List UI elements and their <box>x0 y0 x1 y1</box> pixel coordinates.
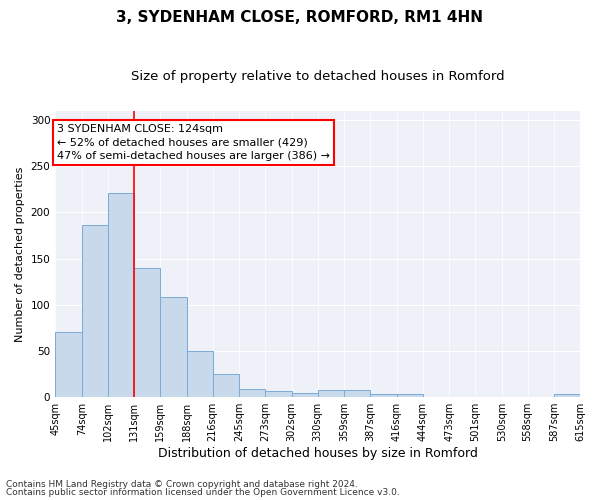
Bar <box>187 351 212 397</box>
Bar <box>212 374 239 397</box>
Text: 3 SYDENHAM CLOSE: 124sqm
← 52% of detached houses are smaller (429)
47% of semi-: 3 SYDENHAM CLOSE: 124sqm ← 52% of detach… <box>57 124 330 161</box>
Bar <box>55 332 82 397</box>
Bar <box>160 298 187 397</box>
Text: Contains public sector information licensed under the Open Government Licence v3: Contains public sector information licen… <box>6 488 400 497</box>
Bar <box>317 390 344 397</box>
Y-axis label: Number of detached properties: Number of detached properties <box>15 166 25 342</box>
Text: Contains HM Land Registry data © Crown copyright and database right 2024.: Contains HM Land Registry data © Crown c… <box>6 480 358 489</box>
Text: 3, SYDENHAM CLOSE, ROMFORD, RM1 4HN: 3, SYDENHAM CLOSE, ROMFORD, RM1 4HN <box>116 10 484 25</box>
Bar <box>370 394 397 397</box>
Bar <box>265 390 292 397</box>
Bar <box>82 225 107 397</box>
Bar <box>554 394 580 397</box>
Title: Size of property relative to detached houses in Romford: Size of property relative to detached ho… <box>131 70 505 83</box>
Bar <box>292 392 317 397</box>
Bar <box>107 193 134 397</box>
Bar <box>397 394 422 397</box>
X-axis label: Distribution of detached houses by size in Romford: Distribution of detached houses by size … <box>158 447 478 460</box>
Bar <box>134 268 160 397</box>
Bar <box>344 390 370 397</box>
Bar <box>239 389 265 397</box>
